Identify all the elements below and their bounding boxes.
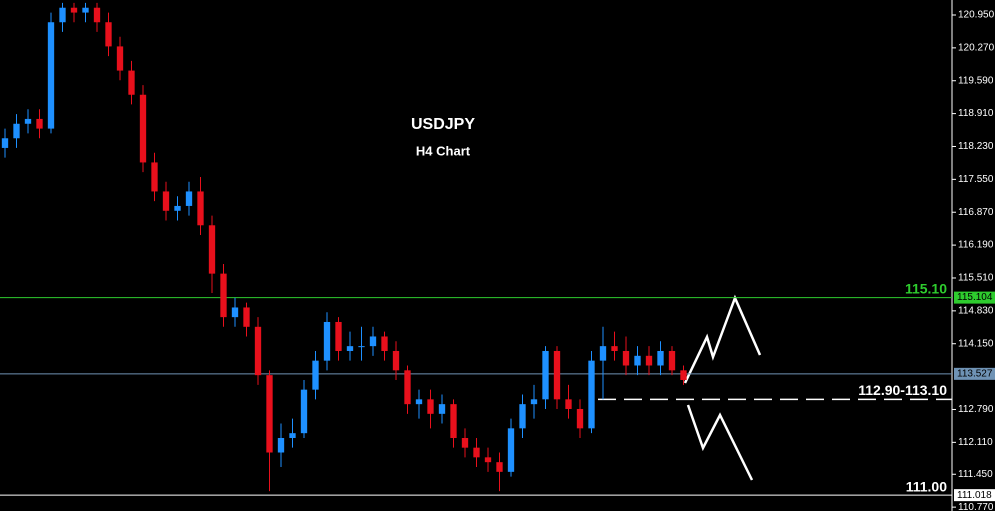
candle-body bbox=[519, 404, 526, 429]
y-tick-label: 118.910 bbox=[958, 108, 994, 119]
y-tick-label: 110.770 bbox=[958, 502, 994, 511]
y-tick-label: 120.270 bbox=[958, 43, 995, 54]
candle-body bbox=[542, 350, 549, 400]
candle-body bbox=[47, 22, 55, 129]
candle-body bbox=[208, 225, 216, 274]
candle-body bbox=[243, 307, 250, 327]
candle-body bbox=[565, 399, 572, 409]
candle-body bbox=[599, 346, 607, 361]
y-tick-label: 114.830 bbox=[958, 305, 994, 316]
y-tick-label: 114.150 bbox=[958, 338, 994, 349]
candle-body bbox=[358, 346, 365, 348]
candle-body bbox=[450, 404, 457, 438]
candle-body bbox=[530, 399, 538, 405]
candle-body bbox=[484, 457, 492, 463]
level-annotation: 112.90-113.10 bbox=[858, 382, 947, 398]
level-tag bbox=[954, 367, 995, 380]
candle-body bbox=[254, 326, 262, 376]
candle-body bbox=[680, 370, 687, 380]
y-tick-label: 118.230 bbox=[958, 141, 994, 152]
y-tick-label: 116.870 bbox=[958, 207, 994, 218]
candle-body bbox=[277, 438, 285, 453]
candle-body bbox=[116, 46, 124, 71]
candle-body bbox=[1, 138, 9, 148]
candle-body bbox=[323, 321, 331, 361]
level-annotation: 115.10 bbox=[905, 281, 947, 297]
candle-body bbox=[645, 355, 653, 366]
level-tag-label: 113.527 bbox=[957, 368, 993, 379]
candle-body bbox=[404, 370, 411, 405]
level-tag-label: 111.018 bbox=[957, 490, 992, 501]
candle-body bbox=[162, 191, 170, 211]
candle-body bbox=[611, 346, 618, 351]
candle-body bbox=[369, 336, 377, 347]
candle-body bbox=[220, 273, 227, 318]
candle-body bbox=[59, 7, 66, 23]
candle-body bbox=[461, 438, 469, 448]
candle-body bbox=[300, 389, 308, 434]
candle-body bbox=[82, 7, 89, 13]
candle-body bbox=[657, 350, 664, 366]
y-tick-label: 112.110 bbox=[958, 437, 993, 448]
candle-body bbox=[266, 375, 273, 453]
bearish-scenario-path bbox=[686, 404, 754, 481]
candle-body bbox=[24, 118, 32, 124]
y-tick-label: 112.790 bbox=[958, 404, 994, 415]
candle-body bbox=[93, 7, 101, 23]
bullish-scenario-path bbox=[683, 294, 762, 384]
level-annotation: 111.00 bbox=[906, 479, 947, 495]
candle-body bbox=[105, 22, 112, 47]
candle-body bbox=[392, 350, 400, 371]
y-tick-label: 115.510 bbox=[958, 273, 994, 284]
candle-body bbox=[588, 360, 595, 429]
y-tick-label: 120.950 bbox=[958, 10, 995, 21]
candle-body bbox=[185, 191, 193, 206]
candle-body bbox=[70, 7, 78, 13]
candle-body bbox=[415, 399, 423, 405]
candle-body bbox=[139, 94, 147, 163]
candle-body bbox=[576, 408, 584, 429]
y-tick-label: 116.190 bbox=[958, 240, 994, 251]
candle-body bbox=[346, 346, 354, 351]
chart-subtitle: H4 Chart bbox=[416, 143, 471, 158]
y-tick-label: 117.550 bbox=[958, 174, 994, 185]
y-tick-label: 119.590 bbox=[958, 75, 994, 86]
level-tag bbox=[954, 291, 995, 304]
candle-body bbox=[668, 350, 676, 371]
candle-body bbox=[174, 205, 181, 211]
candle-body bbox=[128, 70, 135, 95]
candle-body bbox=[13, 123, 20, 139]
candle-body bbox=[427, 399, 434, 414]
candle-body bbox=[231, 307, 239, 318]
level-tag-label: 115.104 bbox=[957, 292, 993, 303]
candle-body bbox=[438, 404, 446, 414]
candle-body bbox=[507, 428, 515, 472]
candle-body bbox=[622, 350, 630, 366]
chart-title: USDJPY bbox=[411, 116, 475, 133]
candle-body bbox=[289, 433, 296, 438]
candle-body bbox=[473, 447, 480, 458]
candle-body bbox=[36, 118, 43, 129]
candle-body bbox=[312, 360, 319, 390]
level-tag bbox=[954, 489, 995, 502]
y-tick-label: 111.450 bbox=[958, 469, 993, 480]
candle-body bbox=[553, 350, 561, 400]
candle-body bbox=[335, 321, 342, 351]
candle-body bbox=[151, 162, 158, 192]
candle-body bbox=[496, 462, 503, 472]
candle-body bbox=[381, 336, 388, 351]
candle-body bbox=[634, 355, 641, 366]
candle-body bbox=[197, 191, 204, 226]
